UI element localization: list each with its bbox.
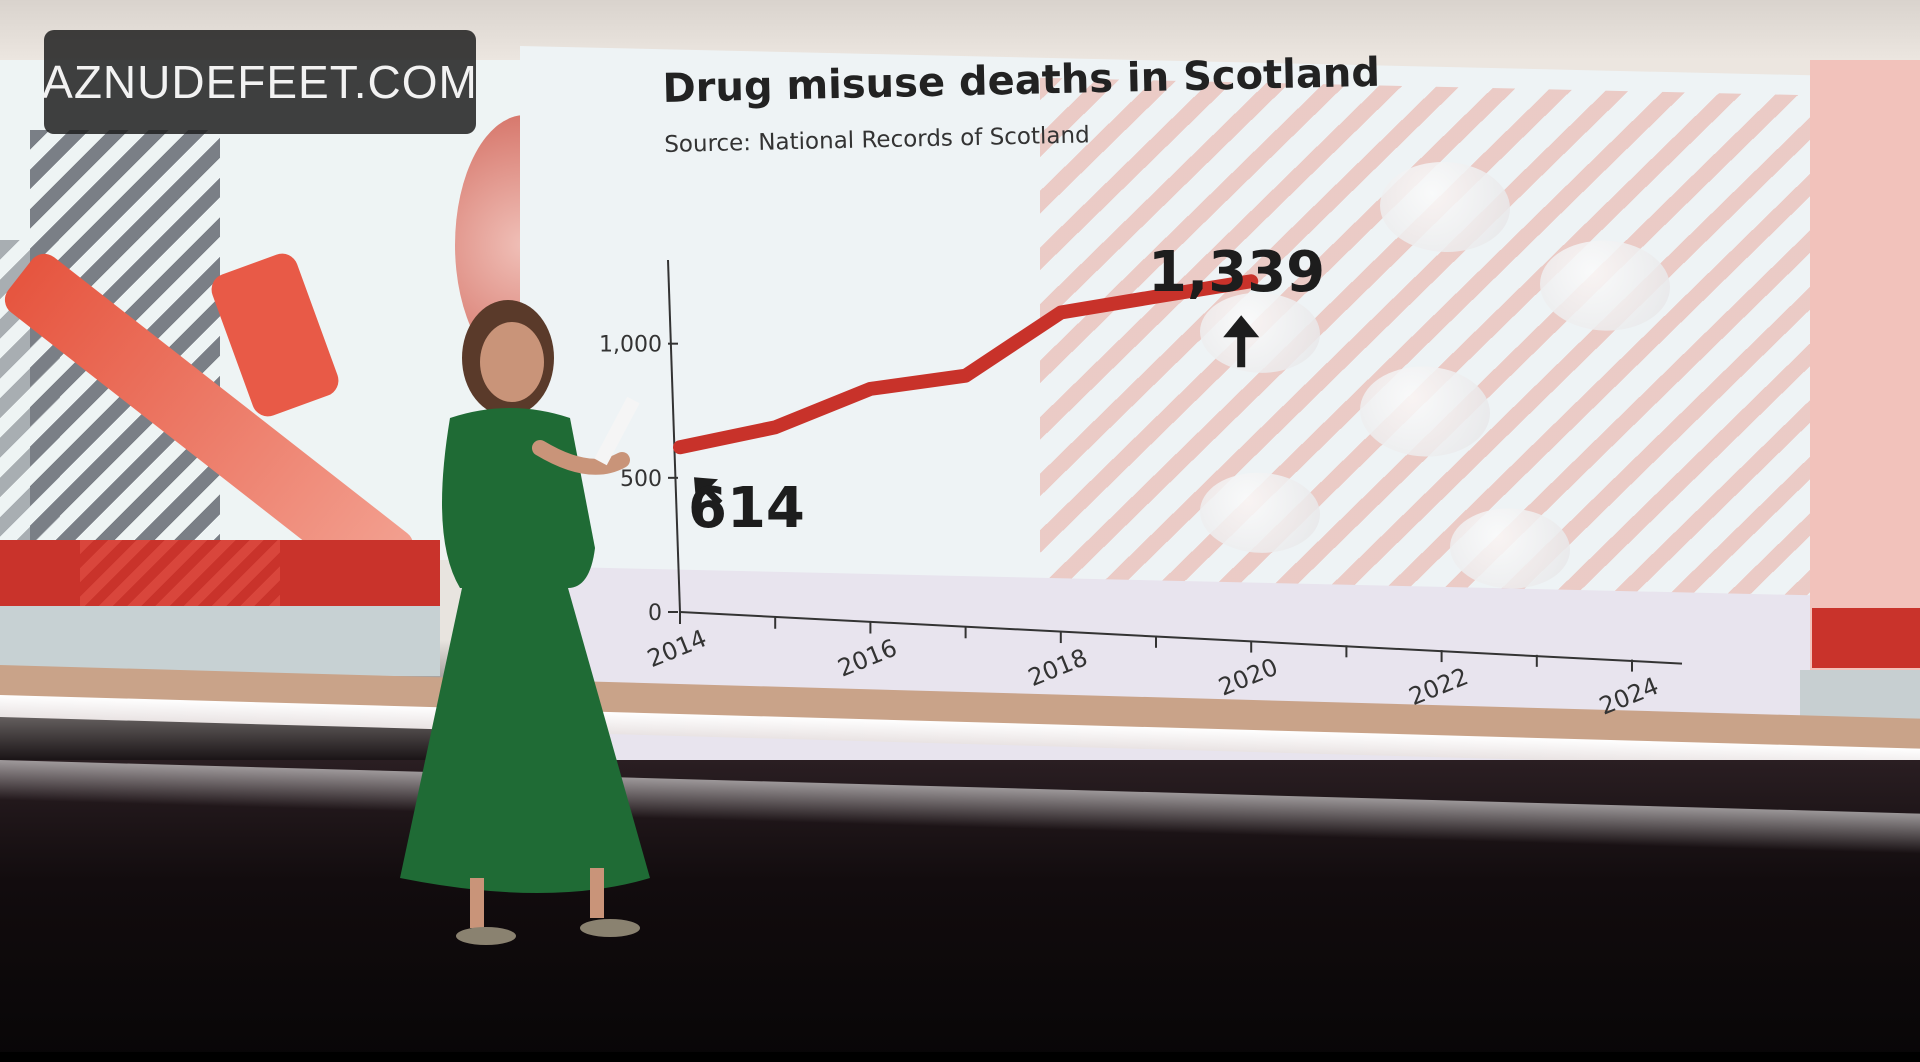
data-point (677, 444, 683, 451)
bottom-edge (0, 1052, 1920, 1062)
watermark-badge: AZNUDEFEET.COM (42, 30, 478, 134)
data-point (867, 385, 874, 392)
presenter-top (442, 408, 595, 588)
data-point (772, 424, 779, 431)
left-red-hatch (80, 540, 280, 606)
x-tick-label: 2024 (1595, 672, 1662, 721)
presenter-figure (400, 300, 650, 945)
x-axis-line (679, 611, 1683, 665)
x-tick-label: 2016 (834, 634, 901, 683)
presenter-leg (590, 868, 604, 918)
data-point (1248, 278, 1255, 285)
presenter-arm (532, 440, 630, 475)
start-arrow-head (694, 477, 718, 502)
y-axis-line (667, 259, 681, 613)
x-tick-label: 2022 (1405, 662, 1472, 711)
y-tick-label: 1,000 (599, 333, 662, 358)
y-tick-label: 500 (620, 467, 662, 492)
presenter-face (480, 322, 544, 402)
end-arrow-head (1223, 315, 1260, 338)
presenter-leg (470, 878, 484, 928)
watermark-text: AZNUDEFEET.COM (42, 56, 478, 108)
y-tick-label: 0 (648, 601, 662, 626)
series-line (673, 274, 1259, 455)
presenter-shoe (580, 919, 640, 937)
x-tick-label: 2020 (1215, 653, 1282, 702)
presenter-skirt (400, 588, 650, 893)
presenter-notes (594, 396, 640, 466)
end-value-callout: 1,339 (1148, 240, 1326, 305)
right-red-strip (1812, 608, 1920, 668)
presenter-shoe (456, 927, 516, 945)
start-value-callout: 614 (688, 476, 805, 541)
data-point (1057, 309, 1064, 316)
x-tick-label: 2018 (1024, 643, 1091, 692)
data-point (962, 372, 969, 379)
left-grey-strip (0, 606, 440, 676)
data-point (1153, 293, 1159, 300)
